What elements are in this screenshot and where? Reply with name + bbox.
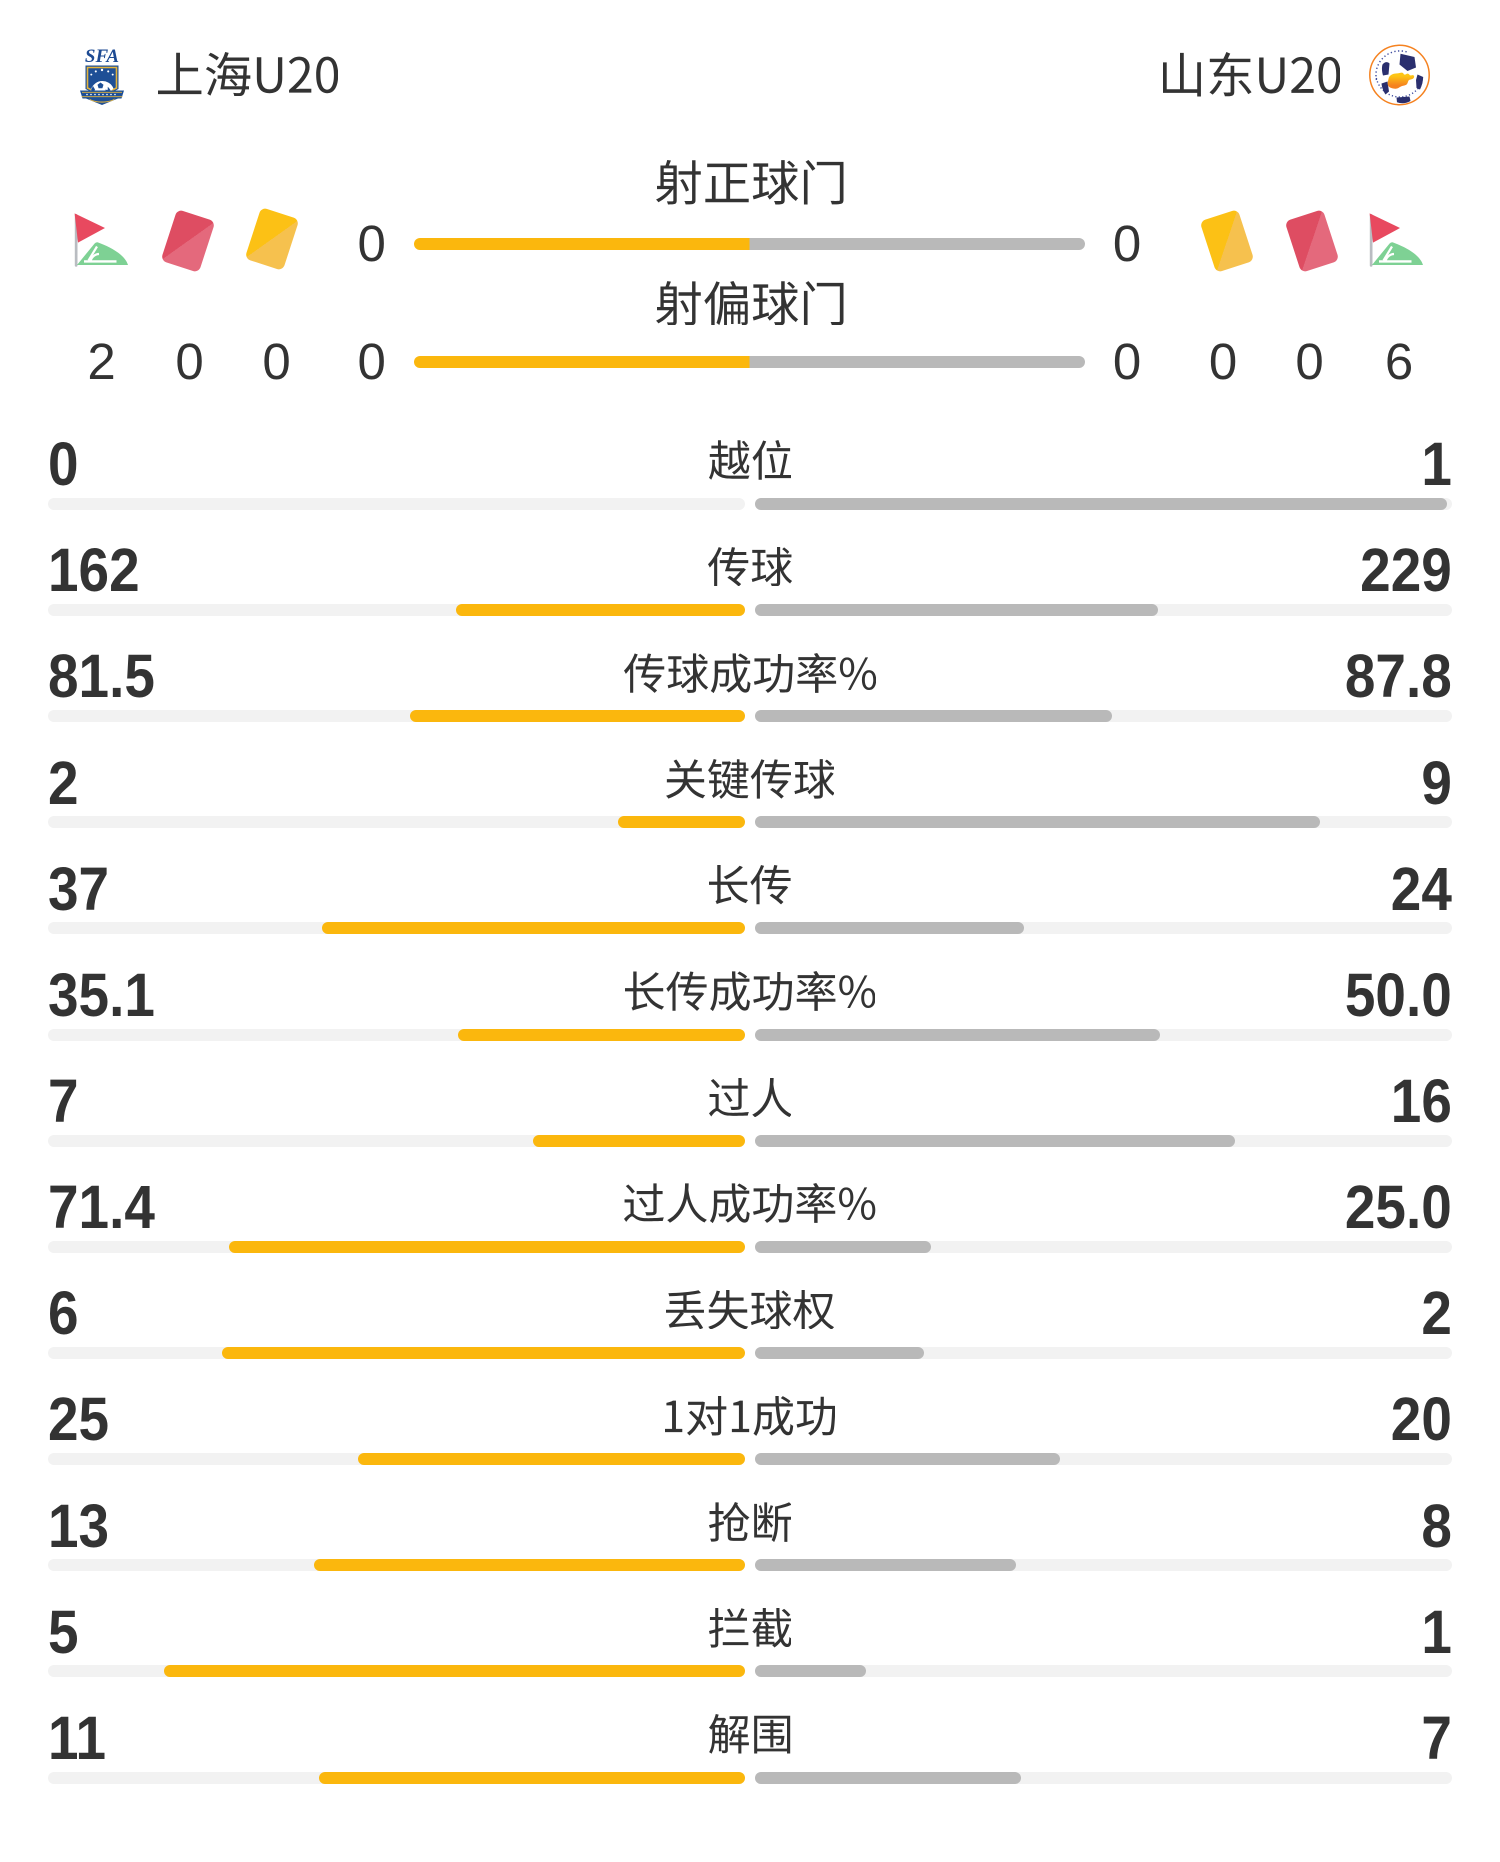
- svg-text:SFA: SFA: [85, 46, 119, 67]
